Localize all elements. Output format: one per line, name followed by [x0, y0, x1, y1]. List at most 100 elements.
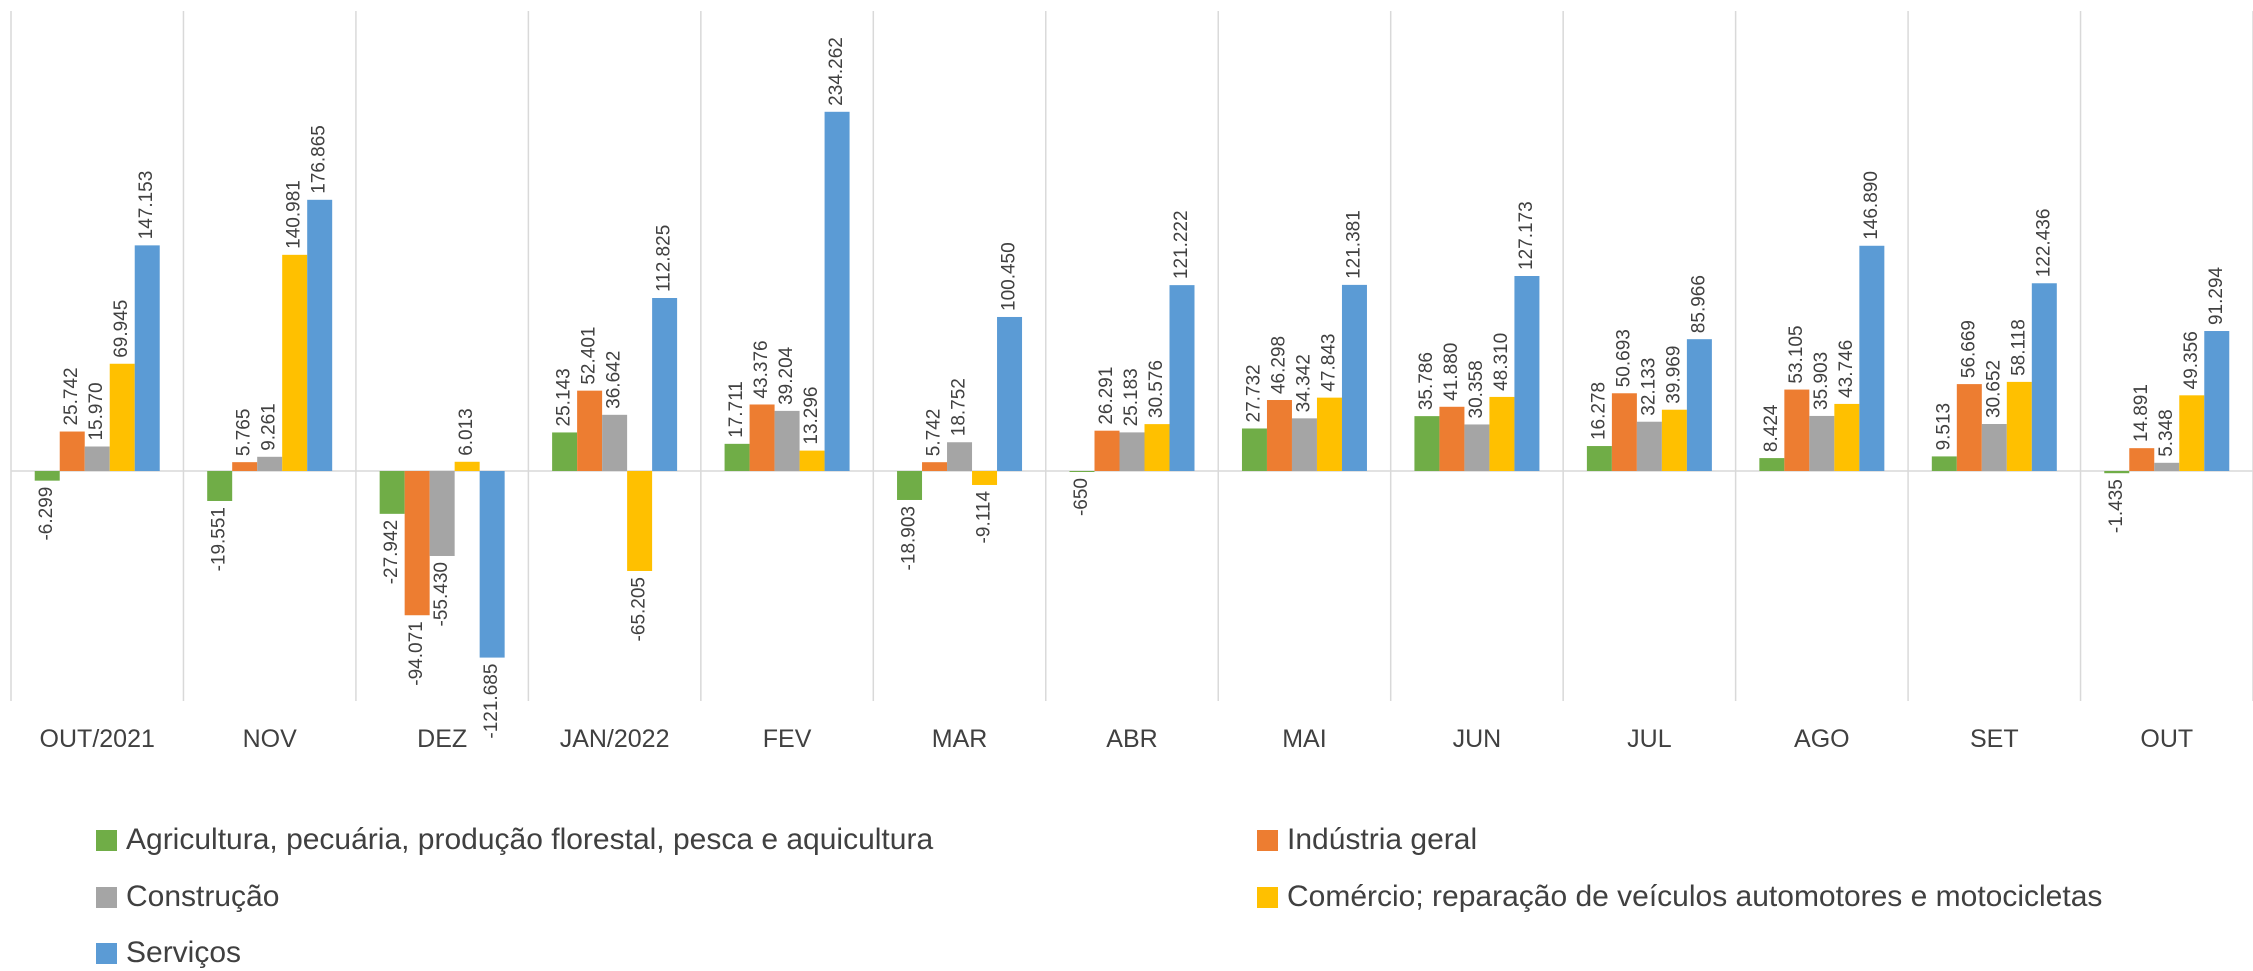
- bar: [627, 471, 653, 571]
- bar: [1439, 406, 1465, 471]
- bar: [429, 471, 455, 556]
- data-label: 146.890: [1861, 171, 1882, 240]
- bar: [1144, 424, 1170, 471]
- data-label: -27.942: [381, 520, 402, 584]
- data-label: 25.183: [1121, 368, 1142, 426]
- x-tick-label: JUN: [1453, 725, 1502, 753]
- data-label: -94.071: [406, 621, 427, 685]
- data-label: 39.204: [776, 346, 797, 405]
- bar: [1266, 400, 1292, 471]
- data-label: 147.153: [136, 171, 157, 240]
- x-tick-label: NOV: [243, 725, 298, 753]
- data-label: 56.669: [1958, 320, 1979, 378]
- bar: [479, 471, 505, 658]
- bar: [1686, 339, 1712, 471]
- bar: [1956, 384, 1982, 471]
- bar: [1464, 424, 1490, 471]
- bar: [922, 462, 948, 471]
- bar: [1759, 458, 1785, 471]
- x-tick-label: DEZ: [417, 725, 467, 753]
- data-label: 69.945: [111, 300, 132, 358]
- bar: [257, 456, 283, 471]
- data-label: 5.742: [924, 409, 945, 457]
- bar: [232, 462, 258, 471]
- bar: [207, 471, 233, 501]
- data-label: 127.173: [1516, 201, 1537, 270]
- bar: [1514, 276, 1540, 471]
- bar: [824, 111, 850, 471]
- data-label: 35.786: [1416, 352, 1437, 410]
- data-label: 43.376: [751, 340, 772, 398]
- x-tick-label: MAI: [1282, 725, 1326, 753]
- bar: [307, 199, 333, 471]
- bar: [379, 471, 405, 514]
- data-label: 85.966: [1688, 275, 1709, 333]
- data-label: 30.576: [1146, 360, 1167, 418]
- data-label: -6.299: [36, 487, 57, 541]
- bar: [1341, 284, 1367, 471]
- data-label: 121.222: [1171, 210, 1192, 279]
- data-label: 32.133: [1638, 358, 1659, 416]
- data-label: -19.551: [209, 507, 230, 571]
- data-label: 8.424: [1761, 404, 1782, 452]
- data-label: 100.450: [999, 242, 1020, 311]
- bar: [1981, 424, 2007, 471]
- data-label: 9.513: [1933, 403, 1954, 451]
- bar: [997, 316, 1023, 471]
- bar: [1241, 428, 1267, 471]
- bar: [652, 298, 678, 471]
- data-label: -55.430: [431, 562, 452, 626]
- bar: [2006, 381, 2032, 471]
- bar: [1069, 471, 1095, 472]
- bar: [454, 461, 480, 471]
- bar: [947, 442, 973, 471]
- bar: [1834, 403, 1860, 471]
- legend-label: Construção: [126, 880, 279, 913]
- x-tick-label: ABR: [1106, 725, 1157, 753]
- data-label: 9.261: [259, 403, 280, 451]
- x-tick-label: SET: [1970, 725, 2019, 753]
- bar: [2204, 331, 2230, 471]
- data-label: 26.291: [1096, 367, 1117, 425]
- data-label: 58.118: [2008, 319, 2029, 376]
- x-tick-label: JAN/2022: [560, 725, 670, 753]
- data-label: 234.262: [826, 37, 847, 106]
- x-tick-label: JUL: [1627, 725, 1672, 753]
- data-label: 30.358: [1466, 360, 1487, 418]
- bar: [774, 410, 800, 471]
- data-label: 18.752: [949, 378, 970, 436]
- data-label: 49.356: [2181, 331, 2202, 389]
- data-label: 13.296: [801, 386, 822, 444]
- data-label: 46.298: [1268, 336, 1289, 394]
- bar: [109, 363, 135, 471]
- data-label: 43.746: [1836, 340, 1857, 398]
- data-label: 36.642: [604, 351, 625, 409]
- bar: [1586, 446, 1612, 471]
- data-label: 140.981: [284, 180, 305, 249]
- bar: [134, 245, 160, 471]
- legend-swatch: [1257, 830, 1278, 851]
- bar: [1094, 430, 1120, 471]
- data-label: -121.685: [481, 664, 502, 739]
- legend-swatch: [96, 943, 117, 964]
- legend-swatch: [96, 830, 117, 851]
- data-label: 112.825: [654, 225, 675, 292]
- data-label: 50.693: [1613, 329, 1634, 387]
- bar: [749, 404, 775, 471]
- data-label: 122.436: [2033, 209, 2054, 278]
- bar: [1859, 245, 1885, 471]
- data-label: -65.205: [629, 577, 650, 641]
- data-label: 14.891: [2131, 384, 2152, 442]
- data-label: 47.843: [1318, 334, 1339, 392]
- data-label: 25.742: [61, 367, 82, 425]
- legend-label: Comércio; reparação de veículos automoto…: [1287, 880, 2102, 913]
- bar: [799, 450, 825, 471]
- data-label: 30.652: [1983, 360, 2004, 418]
- data-label: 121.381: [1343, 210, 1364, 279]
- data-label: 27.732: [1243, 364, 1264, 422]
- data-label: 5.348: [2156, 409, 2177, 457]
- data-label: 53.105: [1786, 325, 1807, 383]
- data-label: 52.401: [579, 327, 600, 385]
- bar: [34, 471, 60, 481]
